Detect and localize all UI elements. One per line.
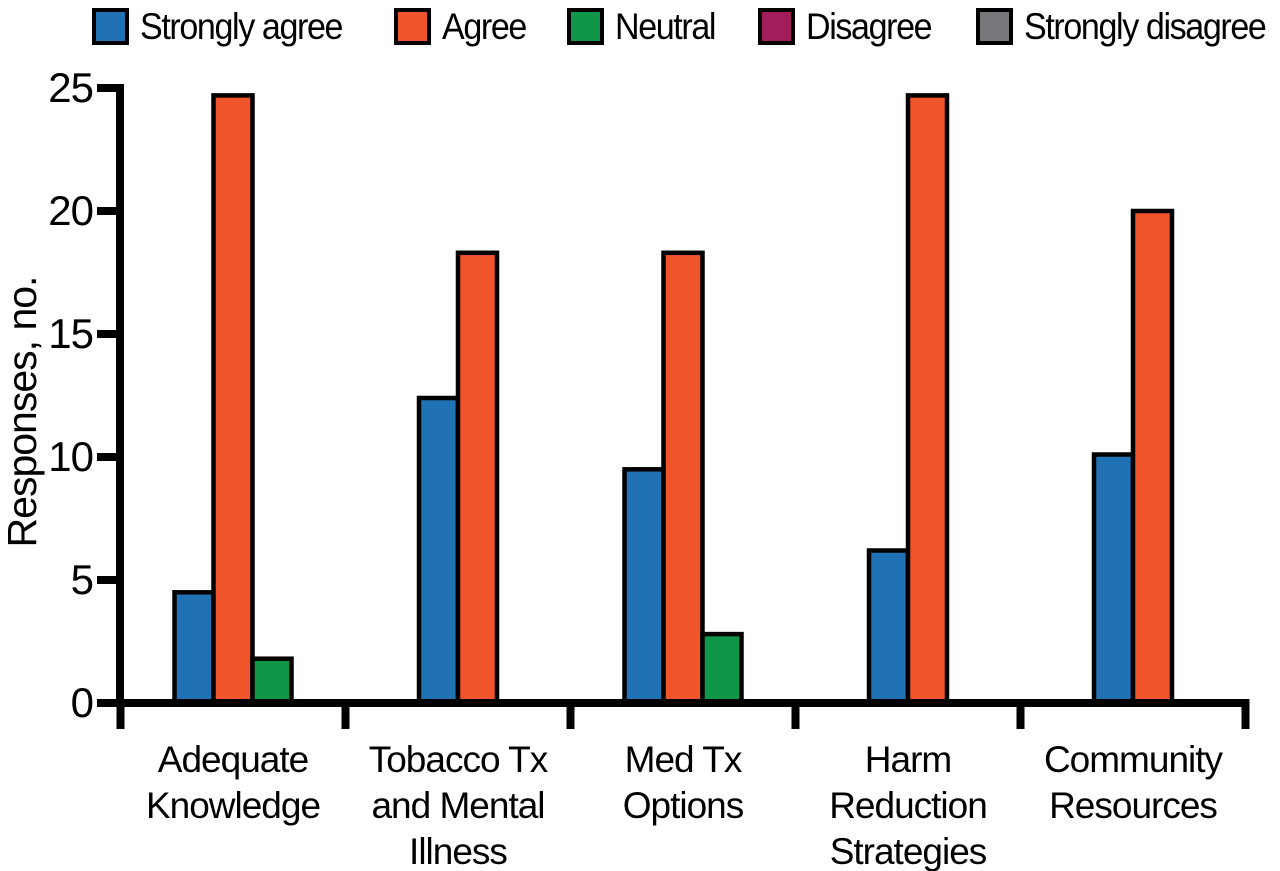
legend-label-strongly-agree: Strongly agree	[140, 5, 343, 47]
category-label: Med Tx Options	[623, 739, 744, 826]
bar	[1091, 452, 1136, 706]
y-tick-labels: 0 5 10 15 20 25	[48, 64, 94, 726]
bar	[866, 548, 911, 706]
legend-label-neutral: Neutral	[614, 5, 716, 47]
legend-swatch-disagree	[757, 7, 795, 45]
category-label: Tobacco Tx and Mental Illness	[369, 739, 549, 871]
y-axis-title: Responses, no.	[0, 277, 45, 548]
legend-label-agree: Agree	[441, 5, 527, 47]
axes	[97, 84, 1250, 729]
legend-label-disagree: Disagree	[805, 5, 933, 47]
bar	[250, 656, 294, 706]
legend-swatch-strongly-agree	[92, 7, 129, 45]
legend-item-agree: Agree	[393, 5, 533, 47]
category-labels: Adequate Knowledge Tobacco Tx and Mental Ill…	[146, 739, 1225, 871]
y-tick-label: 15	[48, 310, 93, 357]
bar	[622, 467, 666, 706]
bar	[700, 631, 744, 706]
bar	[1130, 208, 1175, 706]
legend-label-strongly-disagree: Strongly disagree	[1023, 5, 1267, 47]
category-label: Adequate Knowledge	[146, 739, 320, 826]
category-label: Community Resources	[1044, 739, 1224, 826]
bar	[211, 93, 255, 706]
bar	[905, 93, 950, 706]
y-tick-label: 10	[48, 433, 93, 480]
y-tick-label: 25	[48, 64, 93, 111]
chart-legend: Strongly agree Agree Neutral Disagree St…	[92, 2, 1280, 50]
legend-item-neutral: Neutral	[566, 5, 724, 47]
bar	[661, 250, 705, 706]
bars	[172, 93, 1175, 706]
y-tick-label: 0	[71, 679, 93, 726]
category-label: Harm Reduction Strategies	[829, 739, 987, 871]
legend-item-disagree: Disagree	[757, 5, 942, 47]
legend-item-strongly-disagree: Strongly disagree	[975, 5, 1280, 47]
legend-item-strongly-agree: Strongly agree	[92, 5, 360, 47]
bar	[172, 590, 216, 706]
bar	[455, 250, 500, 706]
y-tick-label: 5	[71, 556, 93, 603]
legend-swatch-agree	[393, 7, 431, 45]
y-tick-label: 20	[48, 187, 93, 234]
legend-swatch-neutral	[566, 7, 604, 45]
legend-swatch-strongly-disagree	[975, 7, 1013, 45]
bar	[416, 395, 461, 706]
